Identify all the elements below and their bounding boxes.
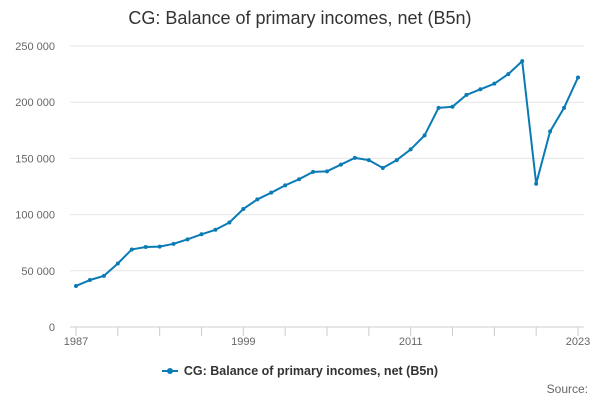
data-point [380,165,385,170]
y-tick-label: 150 000 [15,153,55,165]
data-point [213,227,218,232]
x-axis: 1987 1999 2011 2023 [64,326,590,348]
y-tick-label: 200 000 [15,97,55,109]
data-point [548,129,553,134]
data-point [115,261,120,266]
data-point [227,220,232,225]
data-point [101,273,106,278]
data-point [171,241,176,246]
data-point [408,147,413,152]
data-point [492,81,497,86]
legend-label: CG: Balance of primary incomes, net (B5n… [183,364,439,378]
data-point [520,59,525,64]
data-point [506,72,511,77]
data-point [311,169,316,174]
data-point [576,75,580,80]
x-tick-label: 1999 [231,336,255,348]
data-point [436,105,441,110]
legend: CG: Balance of primary incomes, net (B5n… [0,364,600,379]
x-tick-label: 2023 [566,336,590,348]
legend-item[interactable]: CG: Balance of primary incomes, net (B5n… [161,364,439,378]
data-point [269,190,274,195]
data-point [255,197,260,202]
y-tick-label: 100 000 [15,210,55,222]
data-point [562,105,567,110]
data-point [185,237,190,242]
series-line [75,60,579,287]
data-point [157,244,162,249]
gridlines [70,45,584,272]
series-layer [74,59,580,288]
data-point [478,87,483,92]
x-tick-label: 2011 [399,336,423,348]
x-tick-label: 1987 [64,336,88,348]
legend-line-marker-icon [161,366,178,376]
y-tick-label: 0 [49,322,55,334]
data-point [450,104,455,109]
data-point [129,247,134,252]
data-point [352,155,357,160]
data-point [87,278,92,283]
data-point [241,206,246,211]
y-tick-label: 50 000 [21,266,55,278]
data-point [74,283,78,288]
data-point [283,183,288,188]
data-point [199,232,204,237]
data-point [297,177,302,182]
y-axis: 0 50 000 100 000 150 000 200 000 250 000 [15,41,55,334]
data-point [366,158,371,163]
data-point [534,181,539,186]
credits[interactable]: Source: [546,382,588,396]
data-point [464,92,469,97]
data-point [325,169,329,174]
data-point [143,244,148,249]
y-tick-label: 250 000 [15,41,55,53]
data-point [422,133,427,138]
data-point [394,158,399,163]
chart-title: CG: Balance of primary incomes, net (B5n… [128,8,472,28]
data-point [338,162,343,167]
